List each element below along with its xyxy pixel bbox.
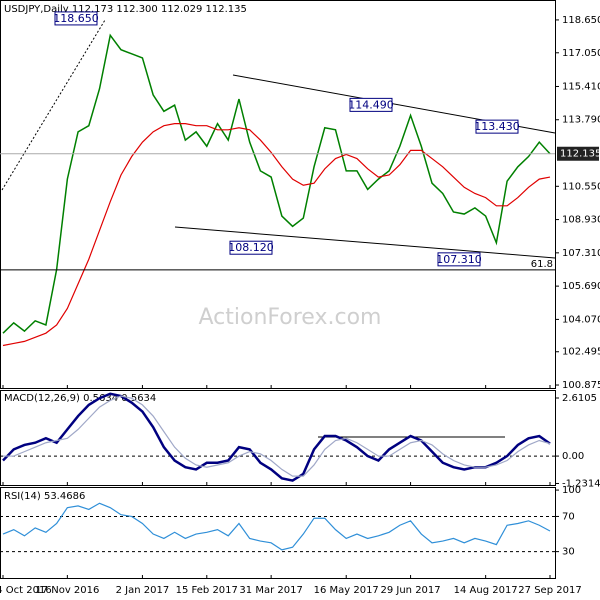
x-tick-label: 27 Sep 2017 bbox=[518, 585, 581, 596]
last-price-label: 112.135 bbox=[560, 149, 600, 160]
x-tick-label: 17 Nov 2016 bbox=[35, 585, 99, 596]
x-tick-label: 16 May 2017 bbox=[314, 585, 379, 596]
x-tick-label: 31 Mar 2017 bbox=[239, 585, 302, 596]
y-tick-label: 110.550 bbox=[562, 181, 600, 192]
x-tick-label: 2 Jan 2017 bbox=[116, 585, 170, 596]
x-tick-label: 29 Jun 2017 bbox=[380, 585, 440, 596]
y-tick-label: 118.650 bbox=[562, 15, 600, 26]
price-note: 107.310 bbox=[436, 253, 482, 266]
price-note: 113.430 bbox=[474, 120, 520, 133]
y-tick-label: 115.410 bbox=[562, 81, 600, 92]
y-tick-label: 107.310 bbox=[562, 248, 600, 259]
y-tick-label: 2.6105 bbox=[562, 393, 597, 404]
chart-title: USDJPY,Daily 112.173 112.300 112.029 112… bbox=[4, 4, 247, 15]
price-note-box bbox=[475, 119, 519, 134]
price-note: 108.120 bbox=[228, 241, 274, 254]
y-tick-label: 100.875 bbox=[562, 380, 600, 391]
y-tick-label: 70 bbox=[562, 511, 575, 522]
series-line bbox=[2, 502, 551, 551]
y-tick-label: 117.050 bbox=[562, 48, 600, 59]
watermark: ActionForex.com bbox=[199, 305, 382, 330]
macd-title: MACD(12,26,9) 0.5634 0.5634 bbox=[4, 393, 156, 404]
panel-frame bbox=[0, 390, 556, 486]
series-line bbox=[2, 123, 551, 347]
y-tick-label: 102.495 bbox=[562, 347, 600, 358]
trend-line bbox=[1, 19, 106, 191]
panel-frame bbox=[0, 487, 556, 579]
last-price-box bbox=[557, 146, 599, 161]
y-tick-label: 0.00 bbox=[562, 451, 584, 462]
y-tick-label: 108.930 bbox=[562, 215, 600, 226]
price-note: 118.650 bbox=[53, 12, 99, 25]
panel-frame bbox=[0, 0, 556, 389]
trend-line bbox=[174, 226, 556, 259]
y-tick-label: -1.2314 bbox=[562, 478, 600, 489]
y-tick-label: 30 bbox=[562, 547, 575, 558]
series-line bbox=[2, 392, 551, 482]
price-note-box bbox=[229, 240, 273, 255]
price-note-box bbox=[349, 97, 393, 112]
y-tick-label: 113.790 bbox=[562, 115, 600, 126]
series-line bbox=[3, 395, 551, 477]
y-tick-label: 105.690 bbox=[562, 281, 600, 292]
x-tick-label: 15 Feb 2017 bbox=[176, 585, 238, 596]
price-note-box bbox=[437, 252, 481, 267]
price-note-box bbox=[54, 11, 98, 26]
series-line bbox=[2, 33, 551, 334]
x-tick-label: 14 Aug 2017 bbox=[454, 585, 518, 596]
y-tick-label: 104.070 bbox=[562, 314, 600, 325]
rsi-title: RSI(14) 53.4686 bbox=[4, 491, 85, 502]
y-tick-label: 100 bbox=[562, 485, 581, 496]
x-tick-label: 4 Oct 2016 bbox=[0, 585, 52, 596]
price-note: 114.490 bbox=[348, 98, 394, 111]
fib-label: 61.8 bbox=[531, 259, 553, 270]
